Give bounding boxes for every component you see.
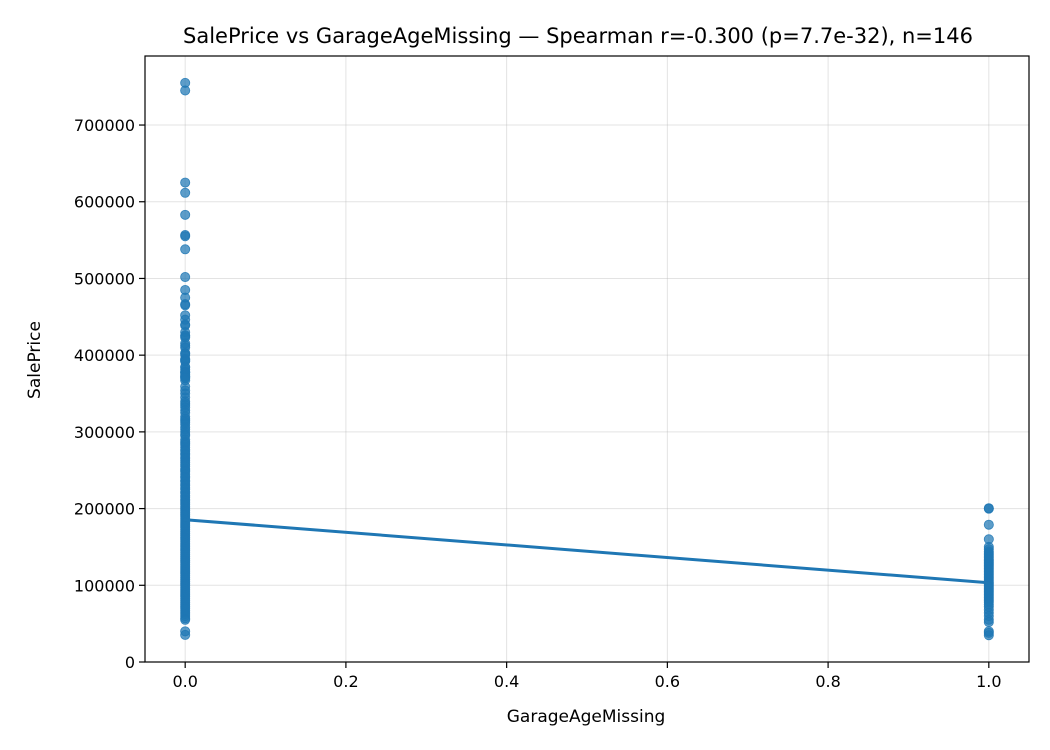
x-tick-label: 0.2 <box>333 672 358 691</box>
y-axis-ticks: 0 100000 200000 300000 400000 500000 600000 700… <box>74 116 145 672</box>
scatter-point <box>983 519 994 530</box>
scatter-point <box>180 231 191 242</box>
fit-line-layer <box>183 518 991 585</box>
scatter-point <box>180 85 191 96</box>
grid-layer <box>145 56 1029 663</box>
regression-line <box>183 518 991 585</box>
scatter-point <box>983 617 994 628</box>
y-tick-label: 200000 <box>74 500 135 519</box>
y-tick-label: 400000 <box>74 346 135 365</box>
plot-frame <box>144 55 1030 663</box>
y-tick-label: 0 <box>125 653 135 672</box>
scatter-point <box>180 614 191 625</box>
scatter-point <box>983 503 994 514</box>
scatter-point <box>180 177 191 188</box>
y-tick-label: 600000 <box>74 193 135 212</box>
chart-title: SalePrice vs GarageAgeMissing — Spearman… <box>183 24 973 48</box>
x-tick-label: 0.6 <box>655 672 680 691</box>
scatter-point <box>180 244 191 255</box>
x-axis-ticks: 0.0 0.2 0.4 0.6 0.8 1.0 <box>172 662 1002 691</box>
scatter-point <box>180 300 191 311</box>
y-tick-label: 700000 <box>74 116 135 135</box>
x-tick-label: 0.0 <box>172 672 197 691</box>
points-layer <box>180 77 994 641</box>
x-tick-label: 1.0 <box>976 672 1001 691</box>
scatter-point <box>983 630 994 641</box>
y-axis-label: SalePrice <box>25 321 45 399</box>
x-tick-label: 0.4 <box>494 672 519 691</box>
y-tick-label: 500000 <box>74 269 135 288</box>
x-axis-label: GarageAgeMissing <box>507 707 666 727</box>
y-tick-label: 300000 <box>74 423 135 442</box>
scatter-point <box>180 629 191 640</box>
scatter-point <box>180 209 191 220</box>
y-tick-label: 100000 <box>74 576 135 595</box>
scatter-point <box>180 272 191 283</box>
scatter-point <box>180 187 191 198</box>
x-tick-label: 0.8 <box>815 672 840 691</box>
